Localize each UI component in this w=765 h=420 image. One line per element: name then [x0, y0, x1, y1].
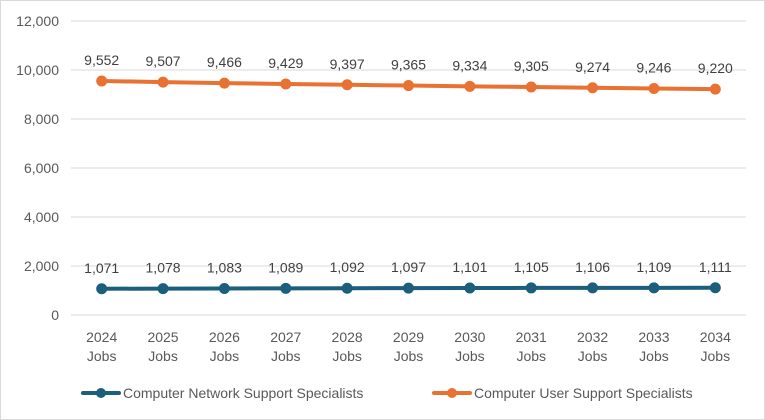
y-axis-ticks: 0 2,000 4,000 6,000 8,000 10,000 12,000	[16, 13, 59, 323]
data-label: 9,220	[698, 60, 733, 76]
x-tick-label: 2029 Jobs	[393, 329, 424, 364]
data-point	[709, 282, 721, 294]
data-point	[403, 282, 414, 294]
data-point	[403, 80, 414, 92]
data-point	[280, 282, 292, 294]
data-point	[157, 76, 169, 88]
x-tick-label: 2031 Jobs	[516, 329, 547, 364]
data-label: 9,429	[268, 55, 303, 71]
x-axis-ticks: 2024 Jobs 2025 Jobs 2026 Jobs 2027 Jobs 2028 Jobs…	[86, 329, 731, 364]
legend-swatch-marker	[447, 388, 457, 398]
data-point	[648, 282, 660, 294]
data-point	[341, 79, 353, 91]
data-label: 9,507	[146, 53, 181, 69]
legend-label: Computer User Support Specialists	[474, 385, 693, 401]
data-label: 1,105	[514, 259, 549, 275]
y-tick-label: 6,000	[24, 160, 59, 176]
y-tick-label: 10,000	[16, 62, 59, 78]
data-label: 9,397	[330, 56, 365, 72]
y-tick-label: 12,000	[16, 13, 59, 29]
data-point	[464, 80, 476, 92]
data-point	[157, 283, 169, 295]
data-point	[280, 78, 292, 90]
data-point	[341, 282, 353, 294]
x-tick-label: 2027 Jobs	[270, 329, 301, 364]
data-label: 1,101	[452, 259, 487, 275]
data-point	[648, 82, 660, 94]
data-label: 1,078	[146, 260, 181, 276]
data-label: 9,552	[84, 52, 119, 68]
data-label: 1,071	[84, 260, 119, 276]
gridlines	[71, 20, 746, 316]
data-label: 1,109	[636, 259, 671, 275]
data-label: 1,111	[699, 259, 732, 275]
data-label: 1,083	[207, 259, 242, 275]
data-point	[464, 282, 476, 294]
data-label: 9,334	[452, 57, 487, 73]
data-label: 9,305	[514, 58, 549, 74]
x-tick-label: 2024 Jobs	[86, 329, 117, 364]
data-point	[709, 83, 721, 95]
legend-item-1: Computer Network Support Specialists	[81, 385, 363, 401]
legend-label: Computer Network Support Specialists	[123, 385, 363, 401]
data-point	[525, 282, 537, 294]
data-label: 1,097	[391, 259, 426, 275]
x-tick-label: 2025 Jobs	[147, 329, 178, 364]
y-tick-label: 0	[51, 307, 59, 323]
data-point	[587, 282, 599, 294]
x-tick-label: 2034 Jobs	[700, 329, 731, 364]
data-labels: 1,071 1,078 1,083 1,089 1,092 1,097 1,101 1,105…	[84, 52, 733, 276]
data-label: 1,106	[575, 259, 610, 275]
data-label: 9,274	[575, 59, 610, 75]
x-tick-label: 2032 Jobs	[577, 329, 608, 364]
data-point	[96, 75, 108, 87]
data-point	[587, 82, 599, 94]
x-tick-label: 2026 Jobs	[209, 329, 240, 364]
x-tick-label: 2030 Jobs	[454, 329, 485, 364]
x-tick-label: 2028 Jobs	[332, 329, 363, 364]
data-point	[218, 282, 230, 294]
x-tick-label: 2033 Jobs	[638, 329, 669, 364]
y-tick-label: 2,000	[24, 258, 59, 274]
series-lines	[96, 75, 721, 295]
data-label: 9,365	[391, 57, 426, 73]
data-point	[96, 283, 108, 295]
data-label: 9,246	[636, 59, 671, 75]
y-tick-label: 4,000	[24, 209, 59, 225]
data-label: 9,466	[207, 54, 242, 70]
legend-item-2: Computer User Support Specialists	[432, 385, 693, 401]
data-point	[525, 81, 537, 93]
data-label: 1,089	[268, 259, 303, 275]
data-label: 1,092	[330, 259, 365, 275]
data-point	[218, 77, 230, 89]
legend: Computer Network Support Specialists Comp…	[81, 385, 693, 401]
y-tick-label: 8,000	[24, 111, 59, 127]
legend-swatch-marker	[96, 388, 106, 398]
